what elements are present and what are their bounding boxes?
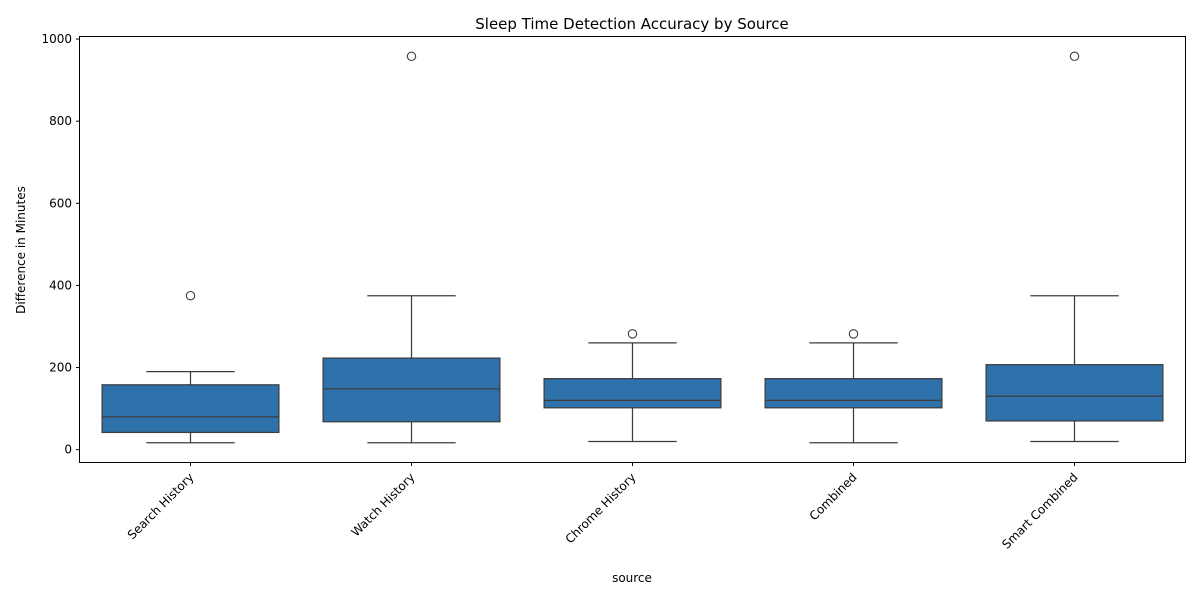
y-axis: 0 200 400 600 800 1000 — [41, 32, 80, 457]
x-tick-label: Smart Combined — [999, 470, 1080, 551]
box-group — [322, 51, 501, 444]
chart-title: Sleep Time Detection Accuracy by Source — [475, 15, 788, 33]
outlier-point — [406, 51, 417, 62]
y-tick-label: 800 — [49, 114, 72, 128]
box-group — [985, 51, 1164, 443]
y-tick-label: 400 — [49, 278, 72, 292]
y-tick-label: 200 — [49, 361, 72, 375]
iqr-box — [322, 357, 501, 423]
box-group — [101, 290, 280, 444]
box-group — [543, 329, 722, 443]
boxes-layer — [101, 51, 1164, 444]
box-group — [764, 329, 943, 444]
x-tick-label: Chrome History — [563, 470, 639, 546]
outlier-point — [1069, 51, 1080, 62]
x-tick-label: Search History — [125, 470, 197, 542]
outlier-point — [185, 290, 196, 301]
x-tick-label: Watch History — [348, 470, 417, 539]
iqr-box — [985, 364, 1164, 422]
iqr-box — [101, 384, 280, 434]
iqr-box — [543, 378, 722, 409]
iqr-box — [764, 378, 943, 409]
y-axis-label: Difference in Minutes — [14, 186, 28, 314]
x-tick-label: Combined — [807, 470, 860, 523]
outlier-point — [848, 329, 859, 339]
y-tick-label: 600 — [49, 196, 72, 210]
x-axis-label: source — [612, 571, 652, 585]
y-tick-label: 0 — [64, 443, 72, 457]
y-tick-label: 1000 — [41, 32, 72, 46]
x-axis: Search History Watch History Chrome Histor… — [125, 462, 1081, 552]
outlier-point — [627, 329, 638, 339]
